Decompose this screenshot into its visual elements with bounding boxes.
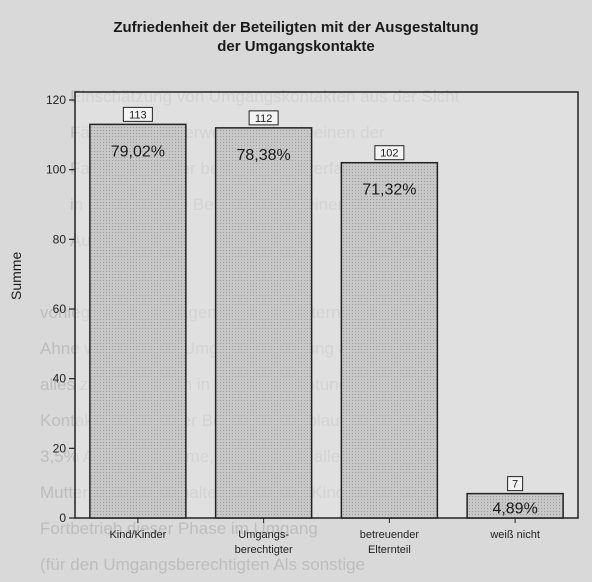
x-tick-label: betreuender — [360, 529, 420, 541]
y-tick-label: 20 — [53, 441, 67, 455]
y-tick-label: 0 — [59, 511, 66, 525]
y-tick-label: 100 — [46, 163, 66, 177]
bar — [340, 161, 439, 519]
bar-count-label: 102 — [380, 148, 398, 160]
bar-percent-label: 4,89% — [492, 501, 537, 518]
bar — [214, 127, 313, 519]
bar-count-label: 112 — [255, 113, 273, 125]
bar-count-label: 7 — [512, 479, 518, 491]
bar-percent-label: 78,38% — [236, 147, 290, 164]
bar — [466, 492, 564, 519]
y-axis-label: Summe — [8, 251, 24, 300]
bar-count-box — [374, 145, 405, 161]
x-tick-label: Umgangs- — [238, 529, 289, 541]
bar-percent-label: 79,02% — [111, 143, 165, 160]
bar-percent-label: 71,32% — [362, 182, 416, 199]
x-tick-label: Kind/Kinder — [109, 529, 166, 541]
y-tick-label: 120 — [46, 93, 66, 107]
y-tick-label: 60 — [53, 302, 67, 316]
bar-count-box — [507, 476, 524, 492]
bar — [89, 123, 187, 519]
bar-count-box — [122, 106, 153, 122]
bar-count-label: 113 — [129, 109, 147, 121]
x-tick-label: weiß nicht — [489, 529, 540, 541]
y-tick-label: 80 — [53, 232, 67, 246]
background-text-line: (für den Umgangsberechtigten Als sonstig… — [40, 555, 366, 574]
bar-count-box — [248, 110, 279, 126]
chart-title-line-2: der Umgangskontakte — [217, 38, 375, 55]
x-tick-label: Elternteil — [368, 544, 411, 556]
chart-title-line-1: Zufriedenheit der Beteiligten mit der Au… — [113, 19, 479, 36]
background-text-line: Fortbetrieb dieser Phase im Umgang — [40, 519, 318, 538]
chart-title: Zufriedenheit der Beteiligten mit der Au… — [0, 18, 592, 56]
y-tick-label: 40 — [53, 372, 67, 386]
x-tick-label: berechtigter — [235, 544, 293, 556]
